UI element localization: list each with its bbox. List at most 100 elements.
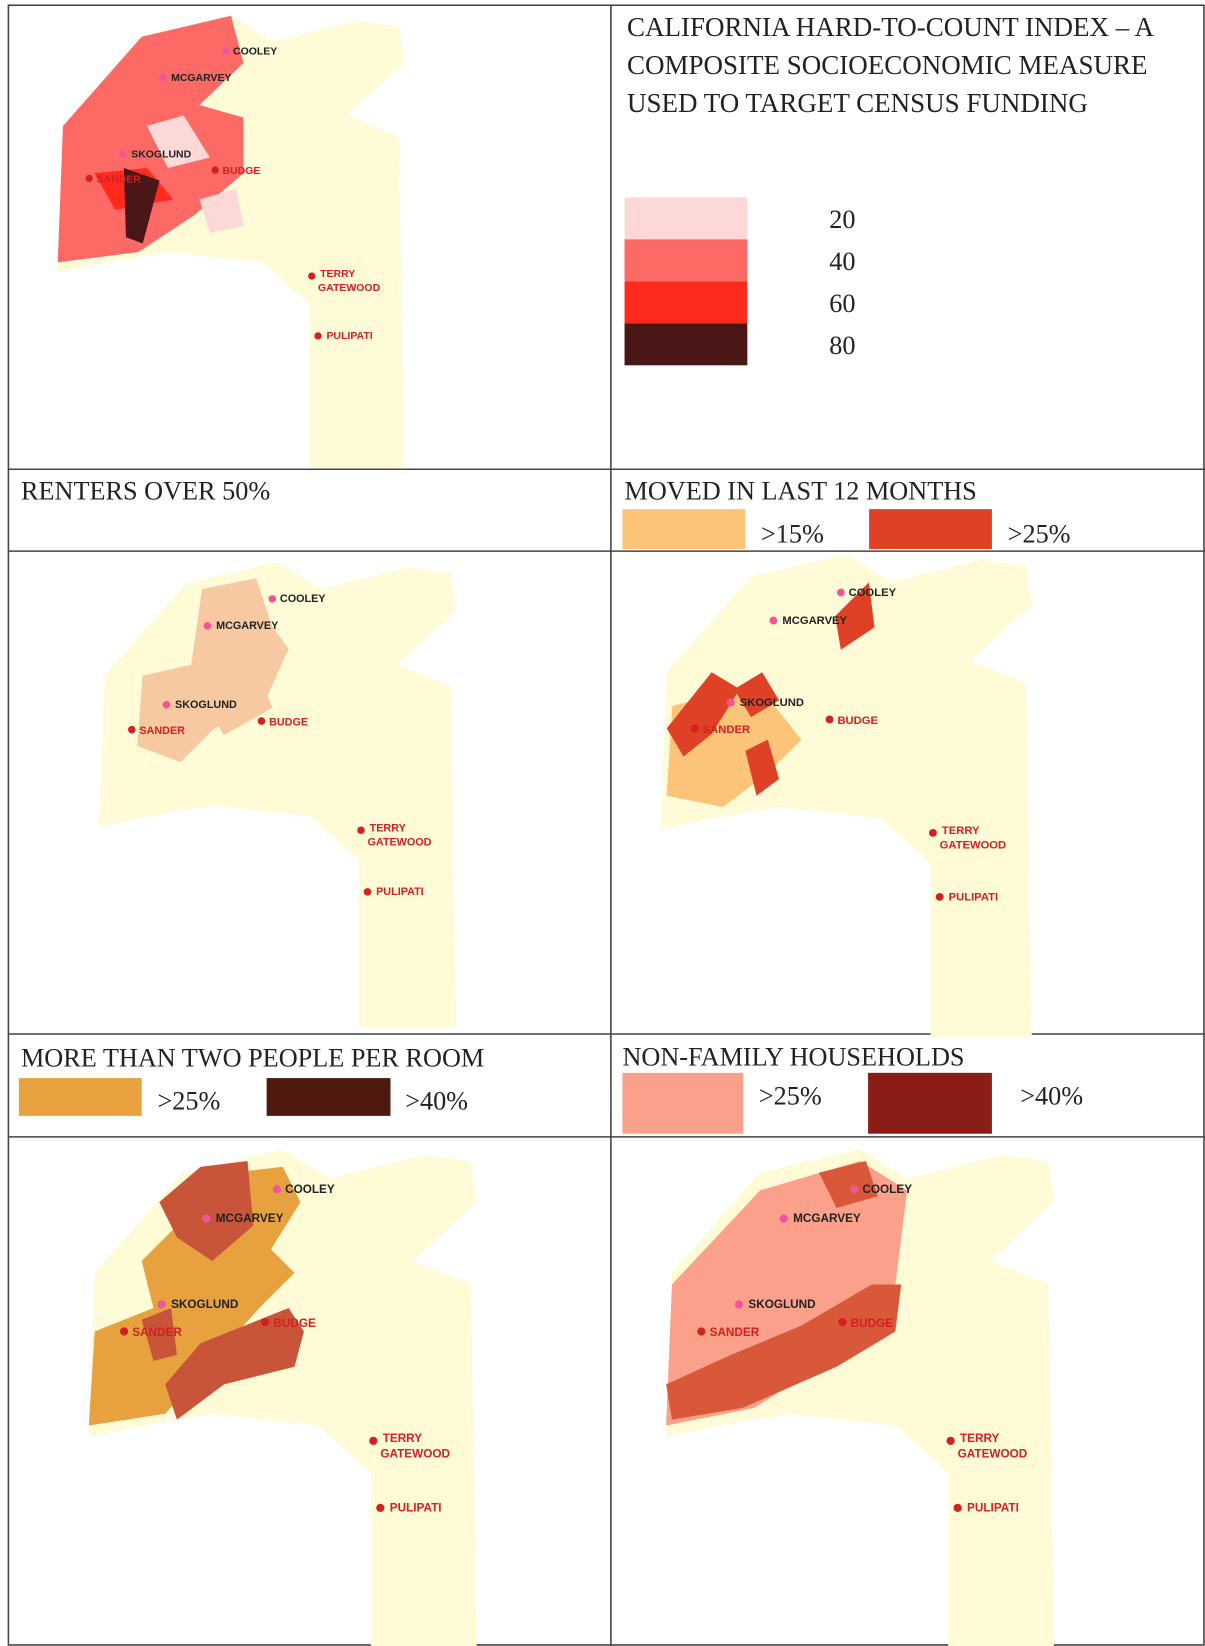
map: COOLEY MCGARVEY SKOGLUND SANDER BUDGE TERRY GA… [88, 1149, 477, 1646]
place-dot [726, 698, 735, 707]
place-label: TERRY [370, 822, 407, 834]
legend-label: >25% [759, 1081, 822, 1110]
place-label: PULIPATI [949, 891, 998, 903]
legend-swatch [622, 1072, 744, 1134]
place-label: MCGARVEY [793, 1212, 861, 1225]
place-label: BUDGE [269, 716, 308, 728]
place-dot [838, 1317, 847, 1327]
place-label: BUDGE [851, 1317, 894, 1330]
place-label: GATEWOOD [958, 1447, 1028, 1460]
place-label: SANDER [703, 724, 750, 736]
place-dot [261, 1317, 270, 1327]
place-dot [779, 1214, 788, 1223]
place-dot [690, 724, 699, 733]
map-region [146, 115, 210, 168]
place-dot [825, 715, 834, 724]
place-label: COOLEY [285, 1183, 335, 1196]
place-label: SKOGLUND [131, 149, 191, 160]
map-region [88, 1166, 301, 1426]
legend-swatch [624, 323, 748, 366]
map-region [835, 582, 875, 650]
place-label: TERRY [320, 269, 355, 280]
map-region [818, 1161, 878, 1209]
legend-title: CALIFORNIA HARD-TO-COUNT INDEX – A COMPO… [627, 12, 1153, 118]
place-dot [935, 892, 944, 901]
map-region [159, 1161, 254, 1261]
place-dot [363, 888, 372, 896]
place-dot [257, 717, 266, 725]
place-dot [119, 1327, 129, 1336]
panel-title: RENTERS OVER 50% [21, 477, 270, 506]
place-label: SKOGLUND [740, 697, 804, 709]
place-label: MCGARVEY [216, 620, 279, 632]
place-label: SKOGLUND [748, 1298, 815, 1311]
map: COOLEY MCGARVEY SKOGLUND SANDER BUDGE TERRY GA… [666, 1149, 1055, 1646]
place-label: COOLEY [280, 593, 326, 605]
place-label: BUDGE [837, 715, 878, 727]
place-dot [157, 1300, 166, 1309]
map-region [137, 578, 289, 763]
place-label: SKOGLUND [175, 699, 237, 711]
map-region [745, 739, 780, 796]
legend-label: >40% [405, 1087, 468, 1116]
legend-swatch [624, 281, 748, 324]
map: COOLEY MCGARVEY SKOGLUND SANDER BUDGE TERRY GA… [57, 15, 405, 468]
map-region [734, 672, 780, 718]
legend-swatch [624, 239, 748, 282]
place-label: COOLEY [849, 587, 897, 599]
place-dot [946, 1436, 955, 1445]
map-base [661, 554, 1032, 1038]
place-label: GATEWOOD [940, 840, 1006, 852]
map-region [666, 672, 740, 757]
place-label: GATEWOOD [318, 283, 381, 294]
panel-title: MOVED IN LAST 12 MONTHS [625, 477, 977, 506]
place-label: SANDER [710, 1326, 760, 1339]
place-label: COOLEY [233, 47, 277, 58]
place-dot [769, 616, 778, 625]
place-label: GATEWOOD [367, 836, 431, 848]
panel-title: MORE THAN TWO PEOPLE PER ROOM [21, 1044, 484, 1073]
place-dot [127, 725, 136, 734]
legend-label: 20 [829, 205, 855, 234]
place-dot [376, 1503, 385, 1512]
map-region [141, 1307, 177, 1361]
place-label: PULIPATI [390, 1501, 442, 1514]
place-dot [272, 1185, 282, 1194]
place-dot [697, 1327, 706, 1336]
legend-label: >40% [1020, 1081, 1083, 1110]
legend-label: >15% [761, 520, 824, 549]
place-label: SKOGLUND [171, 1298, 238, 1311]
map: COOLEY MCGARVEY SKOGLUND SANDER BUDGE TERRY GA… [99, 562, 457, 1028]
place-label: SANDER [97, 175, 142, 186]
place-dot [734, 1300, 744, 1309]
place-label: COOLEY [862, 1183, 912, 1196]
place-dot [928, 828, 937, 837]
place-label: MCGARVEY [171, 73, 231, 84]
map-region [123, 167, 160, 244]
map-region [165, 1307, 304, 1420]
place-dot [268, 595, 277, 603]
place-label: PULIPATI [967, 1501, 1019, 1514]
legend-swatch [868, 1072, 992, 1134]
place-label: BUDGE [273, 1317, 316, 1330]
panel-title: NON-FAMILY HOUSEHOLDS [622, 1042, 964, 1071]
place-label: PULIPATI [376, 886, 424, 898]
legend-swatch [624, 197, 748, 240]
map: COOLEY MCGARVEY SKOGLUND SANDER BUDGE TERRY GA… [661, 554, 1032, 1038]
legend-swatch [18, 1078, 142, 1116]
content: 20 40 60 80 RENTERS OVER 50% MOVED IN LAST 12… [18, 15, 1083, 1646]
legend-label: 40 [829, 247, 855, 276]
place-label: TERRY [942, 825, 980, 837]
place-label: MCGARVEY [782, 615, 847, 627]
place-dot [203, 622, 212, 630]
map-region [57, 15, 244, 263]
place-dot [202, 1214, 211, 1223]
place-dot [211, 166, 219, 174]
place-dot [308, 272, 316, 280]
place-dot [85, 174, 93, 183]
legend-label: >25% [157, 1087, 220, 1116]
place-label: PULIPATI [326, 331, 372, 342]
map-region [191, 664, 273, 736]
legend-label: >25% [1008, 520, 1071, 549]
